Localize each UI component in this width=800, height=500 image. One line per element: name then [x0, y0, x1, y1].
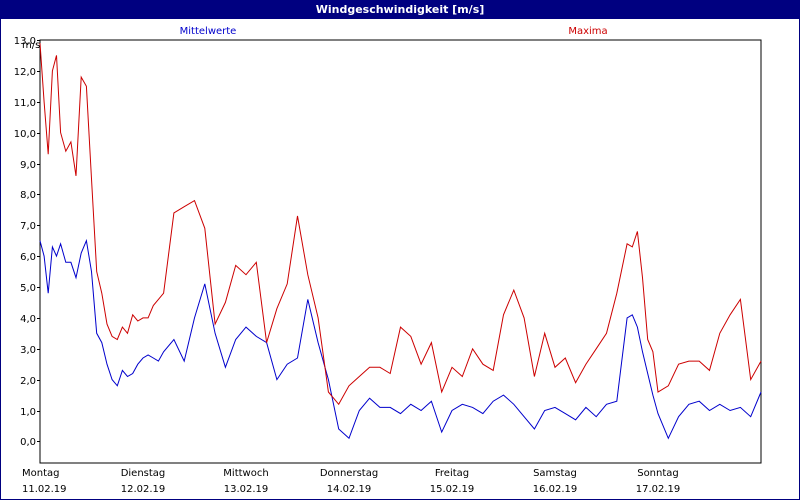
- axes: [37, 39, 762, 464]
- y-tick-label: 3,0: [20, 345, 36, 356]
- y-tick-label: 12,0: [14, 67, 36, 78]
- y-axis-label: m/s: [22, 40, 40, 51]
- x-tick-label-day: Donnerstag: [320, 468, 378, 479]
- y-tick-label: 13,0: [14, 36, 36, 47]
- x-tick-label-day: Dienstag: [121, 468, 166, 479]
- y-tick-label: 6,0: [20, 252, 36, 263]
- y-tick-label: 9,0: [20, 160, 36, 171]
- x-tick-label-date: 17.02.19: [636, 484, 681, 495]
- x-tick-label-date: 12.02.19: [121, 484, 166, 495]
- series-line-mittelwerte: [39, 238, 762, 440]
- y-tick-label: 5,0: [20, 283, 36, 294]
- x-tick-label-date: 16.02.19: [533, 484, 578, 495]
- series-line-maxima: [39, 43, 762, 406]
- axis-labels: 13,0 12,0 11,0 10,0 9,0 8,0 7,0 6,0 5,0 4,0 3,0 2,0…: [14, 26, 681, 495]
- y-tick-label: 10,0: [14, 129, 36, 140]
- y-tick-label: 1,0: [20, 407, 36, 418]
- y-tick-label: 4,0: [20, 314, 36, 325]
- x-tick-label-day: Montag: [22, 468, 59, 479]
- series-lines: [39, 43, 762, 440]
- chart-title: Windgeschwindigkeit [m/s]: [1, 1, 799, 19]
- y-tick-label: 11,0: [14, 98, 36, 109]
- x-tick-label-date: 14.02.19: [327, 484, 372, 495]
- x-tick-label-date: 13.02.19: [224, 484, 269, 495]
- x-tick-label-day: Freitag: [435, 468, 469, 479]
- x-tick-label-day: Mittwoch: [223, 468, 268, 479]
- y-tick-label: 0,0: [20, 437, 36, 448]
- x-tick-label-day: Samstag: [533, 468, 577, 479]
- y-tick-label: 2,0: [20, 376, 36, 387]
- legend-mittelwerte: Mittelwerte: [180, 26, 237, 37]
- x-tick-label-date: 11.02.19: [22, 484, 67, 495]
- x-tick-label-date: 15.02.19: [430, 484, 475, 495]
- y-tick-label: 7,0: [20, 221, 36, 232]
- legend-maxima: Maxima: [568, 26, 607, 37]
- plot-area: [39, 39, 762, 464]
- x-tick-label-day: Sonntag: [637, 468, 679, 479]
- y-tick-label: 8,0: [20, 190, 36, 201]
